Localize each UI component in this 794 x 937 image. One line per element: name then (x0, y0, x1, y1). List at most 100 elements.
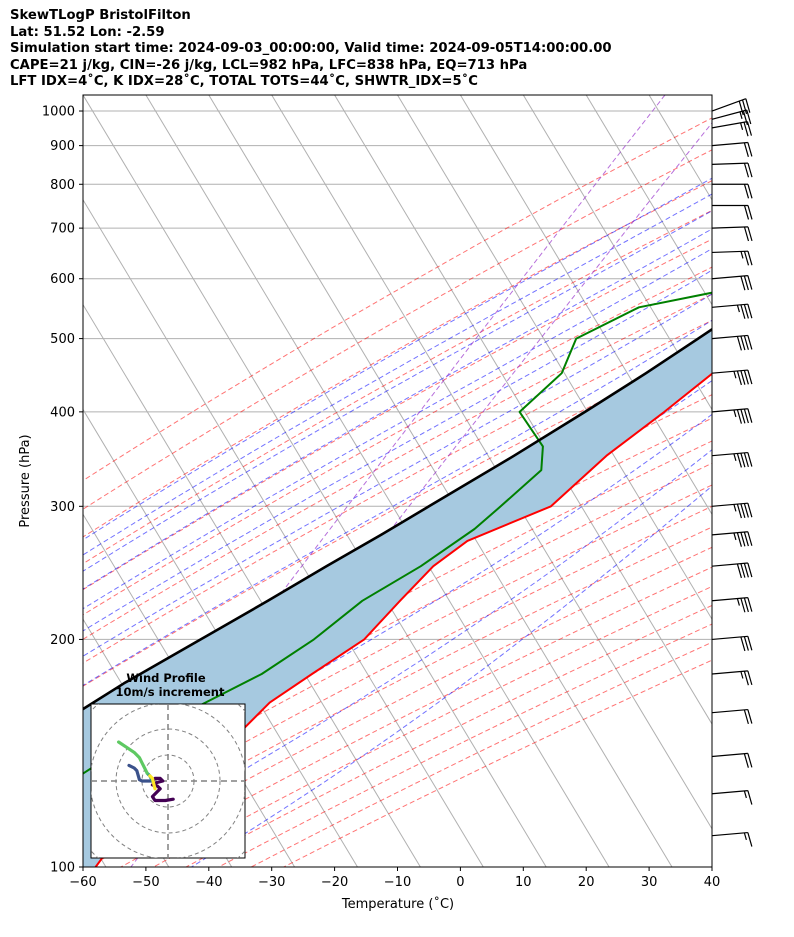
barb-flag (740, 453, 746, 468)
barb-flag (743, 563, 749, 578)
barb-flag (747, 275, 753, 290)
barb-shaft (711, 303, 748, 308)
header-times: Simulation start time: 2024-09-03_00:00:… (10, 41, 612, 57)
barb-flag (740, 276, 746, 291)
barb-flag (740, 370, 746, 385)
moist-adiabat (83, 449, 712, 865)
y-tick-label: 100 (50, 861, 75, 876)
barb-half-flag (733, 453, 737, 461)
barb-flag (747, 636, 753, 651)
hodograph-trace (127, 763, 154, 783)
wind-barb (711, 369, 753, 386)
wind-barb (711, 708, 753, 725)
dry-adiabat (83, 266, 712, 616)
x-tick-label: −40 (195, 875, 222, 890)
barb-flag (740, 304, 746, 319)
barb-shaft (711, 98, 747, 112)
x-tick-label: 10 (515, 875, 532, 890)
header-title: SkewTLogP BristolFilton (10, 8, 191, 23)
dewpoint-profile (83, 291, 712, 775)
barb-shaft (711, 531, 748, 536)
wind-barb (711, 597, 753, 613)
wind-barb (711, 121, 753, 137)
barb-shaft (711, 121, 748, 129)
barb-half-flag (733, 371, 737, 379)
barb-half-flag (743, 790, 747, 799)
barb-flag (747, 162, 753, 178)
moist-adiabat (83, 228, 712, 590)
barb-shaft (711, 408, 748, 413)
isotherm-line (83, 198, 484, 867)
isotherm-line (145, 95, 610, 867)
wind-barb (711, 98, 751, 116)
hodograph-trace (150, 776, 175, 803)
y-tick-label: 300 (50, 500, 75, 515)
barb-flag (743, 184, 750, 199)
barb-half-flag (739, 122, 744, 130)
isotherm-line (83, 408, 358, 867)
dry-adiabat (83, 319, 712, 664)
barb-half-flag (739, 111, 743, 119)
moist-adiabat (83, 319, 712, 686)
barb-flag (746, 109, 752, 125)
x-tick-label: 20 (578, 875, 595, 890)
barb-shaft (711, 635, 748, 641)
y-axis-label: Pressure (hPa) (18, 434, 33, 527)
barb-flag (736, 370, 742, 386)
barb-flag (736, 532, 742, 547)
wind-barb (711, 670, 753, 686)
wind-barb (711, 451, 753, 468)
barb-flag (743, 671, 749, 686)
moist-adiabat (83, 248, 712, 610)
barb-flag (743, 597, 749, 613)
x-axis-label: Temperature (˚C) (341, 896, 454, 912)
isotherm-line (459, 95, 712, 516)
x-tick-label: −30 (258, 875, 285, 890)
barb-flag (736, 409, 742, 424)
barb-half-flag (733, 504, 737, 512)
wind-barb (711, 408, 753, 424)
dry-adiabat (83, 505, 712, 834)
y-tick-label: 900 (50, 139, 75, 154)
barb-flag (747, 709, 753, 724)
header-cape-indices: CAPE=21 j/kg, CIN=-26 j/kg, LCL=982 hPa,… (10, 57, 528, 73)
barb-flag (743, 753, 749, 768)
barb-flag (740, 503, 746, 518)
dry-adiabat (83, 238, 712, 591)
hodograph-title: Wind Profile (126, 671, 206, 685)
hodograph-plot (91, 704, 245, 858)
barb-shaft (711, 369, 748, 374)
barb-half-flag (743, 832, 747, 841)
hodograph-trace (116, 740, 149, 775)
isotherm-line (83, 95, 547, 867)
barb-flag (747, 670, 753, 686)
y-tick-label: 400 (50, 405, 75, 420)
dry-adiabat (83, 117, 712, 482)
isotherm-line (208, 95, 673, 867)
dry-adiabat (83, 209, 712, 565)
barb-flag (747, 251, 753, 266)
wind-barb (711, 109, 752, 126)
wind-barb (712, 204, 753, 220)
dry-adiabat (83, 440, 712, 774)
barb-flag (741, 99, 748, 115)
y-tick-label: 1000 (42, 105, 75, 120)
barb-shaft (711, 790, 748, 795)
wind-barb (711, 635, 753, 652)
barb-flag (745, 98, 751, 113)
barb-flag (747, 142, 753, 157)
barb-flag (736, 563, 742, 579)
cape-area (83, 329, 712, 867)
hodograph-trace (148, 774, 157, 791)
axes-layer: −60 −50 −40 −30 −20 −10 0 10 20 30 40 1000 900 800 700… (42, 105, 720, 890)
barb-flag (743, 304, 749, 319)
isotherm-line (711, 95, 712, 96)
barb-half-flag (736, 598, 740, 606)
barb-flag (740, 532, 746, 547)
moist-adiabat (83, 177, 712, 541)
barb-flag (747, 205, 753, 220)
barb-shaft (711, 162, 748, 165)
isotherm-line (585, 95, 712, 306)
barb-flag (747, 531, 753, 546)
